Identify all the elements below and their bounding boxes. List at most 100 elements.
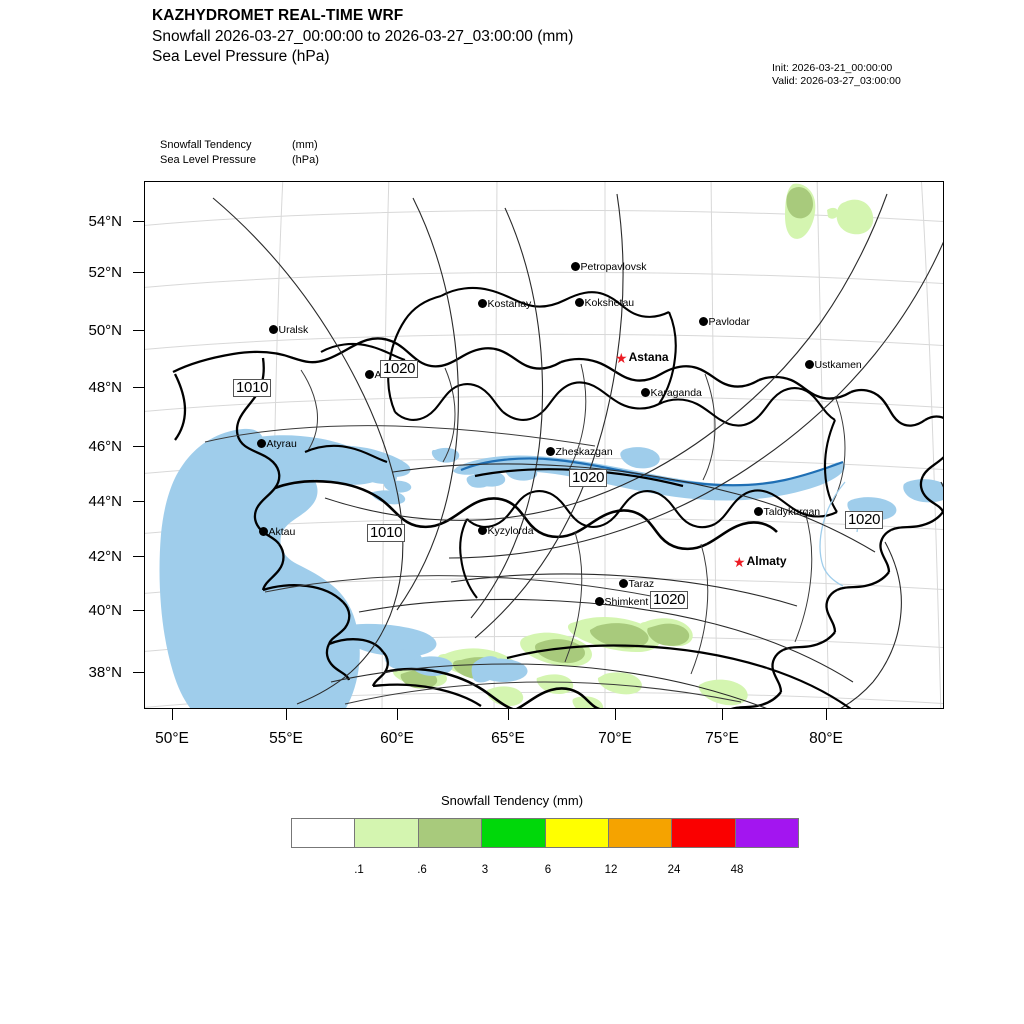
city-dot-icon <box>619 579 628 588</box>
x-tick-label-75: 75°E <box>705 730 739 747</box>
init-time: Init: 2026-03-21_00:00:00 <box>772 62 893 74</box>
y-tick-52 <box>133 272 144 273</box>
city-label: Zheskazgan <box>555 446 613 458</box>
header-title-block: KAZHYDROMET REAL-TIME WRF Snowfall 2026-… <box>152 6 573 68</box>
x-tick-label-60: 60°E <box>380 730 414 747</box>
y-tick-label-40: 40°N <box>88 602 122 619</box>
y-tick-44 <box>133 501 144 502</box>
city-marker-uralsk[interactable]: Uralsk <box>269 320 308 338</box>
colorbar-tick-0: .1 <box>354 864 364 876</box>
lake-shoreline <box>460 457 844 487</box>
city-dot-icon <box>365 370 374 379</box>
city-marker-astana[interactable]: ★Astana <box>615 348 669 366</box>
city-dot-icon <box>754 507 763 516</box>
city-marker-pavlodar[interactable]: Pavlodar <box>699 312 750 330</box>
city-marker-shimkent[interactable]: Shimkent <box>595 592 648 610</box>
city-label: Ustkamen <box>814 359 862 371</box>
isobar-label-1010-west: 1010 <box>233 379 272 397</box>
city-label: Pavlodar <box>708 316 750 328</box>
colorbar-swatch-1 <box>354 819 418 847</box>
y-tick-40 <box>133 610 144 611</box>
colorbar-tick-6: 48 <box>730 864 744 876</box>
valid-time: Valid: 2026-03-27_03:00:00 <box>772 74 901 87</box>
city-marker-taraz[interactable]: Taraz <box>619 574 654 592</box>
colorbar-swatch-0 <box>292 819 355 847</box>
x-tick-label-70: 70°E <box>598 730 632 747</box>
colorbar[interactable] <box>291 818 799 848</box>
colorbar-swatch-4 <box>544 819 608 847</box>
page-title: KAZHYDROMET REAL-TIME WRF <box>152 7 404 24</box>
y-tick-label-50: 50°N <box>88 322 122 339</box>
city-dot-icon <box>641 388 650 397</box>
city-marker-taldykurgan[interactable]: Taldykurgan <box>754 502 820 520</box>
city-dot-icon <box>478 299 487 308</box>
isobars <box>212 193 943 708</box>
city-marker-kyzylorda[interactable]: Kyzylorda <box>478 521 534 539</box>
x-tick-65 <box>508 709 509 720</box>
y-tick-label-52: 52°N <box>88 264 122 281</box>
x-tick-60 <box>397 709 398 720</box>
city-dot-icon <box>259 527 268 536</box>
y-tick-label-38: 38°N <box>88 664 122 681</box>
y-tick-46 <box>133 446 144 447</box>
x-tick-label-80: 80°E <box>809 730 843 747</box>
run-timestamps: Init: 2026-03-21_00:00:00 Valid: 2026-03… <box>772 62 901 87</box>
colorbar-tick-2: 3 <box>481 864 489 876</box>
overlay-name-label: Sea Level Pressure <box>160 153 256 166</box>
x-tick-55 <box>286 709 287 720</box>
field-name-label: Snowfall Tendency <box>160 139 252 151</box>
colorbar-swatch-3 <box>481 819 545 847</box>
city-marker-petropavlovsk[interactable]: Petropavlovsk <box>571 257 646 275</box>
city-dot-icon <box>571 262 580 271</box>
y-tick-label-48: 48°N <box>88 379 122 396</box>
colorbar-title: Snowfall Tendency (mm) <box>440 793 584 808</box>
city-label: Taraz <box>628 578 655 590</box>
isobar-label-1020-southeast: 1020 <box>650 591 689 609</box>
map-plot-area[interactable]: Petropavlovsk Kostanay Kokshetau Pavloda… <box>144 181 944 709</box>
colorbar-swatch-7 <box>734 819 798 847</box>
x-tick-50 <box>172 709 173 720</box>
capital-star-icon: ★ <box>615 350 628 366</box>
city-label: Aktau <box>268 526 296 538</box>
pressure-field-line: Sea Level Pressure (hPa) <box>152 48 330 65</box>
rivers <box>819 481 859 587</box>
field-unit-label: (mm) <box>292 139 318 151</box>
city-marker-kostanay[interactable]: Kostanay <box>478 294 531 312</box>
city-marker-kokshetau[interactable]: Kokshetau <box>575 293 634 311</box>
city-label: Petropavlovsk <box>580 261 647 273</box>
x-tick-80 <box>826 709 827 720</box>
y-tick-38 <box>133 672 144 673</box>
city-label: Taldykurgan <box>763 506 821 518</box>
city-label: Karaganda <box>650 387 702 399</box>
city-marker-zheskazgan[interactable]: Zheskazgan <box>546 442 613 460</box>
city-dot-icon <box>575 298 584 307</box>
city-marker-karaganda[interactable]: Karaganda <box>641 383 702 401</box>
city-marker-almaty[interactable]: ★Almaty <box>733 552 787 570</box>
x-tick-70 <box>615 709 616 720</box>
y-tick-48 <box>133 387 144 388</box>
x-tick-75 <box>722 709 723 720</box>
city-marker-ustkamen[interactable]: Ustkamen <box>805 355 862 373</box>
snowfall-period-line: Snowfall 2026-03-27_00:00:00 to 2026-03-… <box>152 27 574 45</box>
x-tick-label-55: 55°E <box>269 730 303 747</box>
city-label: Shimkent <box>604 596 649 608</box>
isobar-label-1020-central: 1020 <box>569 469 608 487</box>
isobar-label-1010-south: 1010 <box>367 524 406 542</box>
city-dot-icon <box>257 439 266 448</box>
y-tick-label-54: 54°N <box>88 213 122 230</box>
city-label: Uralsk <box>278 324 309 336</box>
city-marker-atyrau[interactable]: Atyrau <box>257 434 297 452</box>
overlay-unit-label: (hPa) <box>292 153 319 166</box>
colorbar-tick-4: 12 <box>604 864 618 876</box>
isobar-label-1020-aktobe: 1020 <box>380 360 419 378</box>
y-tick-50 <box>133 330 144 331</box>
colorbar-swatch-2 <box>417 819 482 847</box>
capital-star-icon: ★ <box>733 554 746 570</box>
city-dot-icon <box>699 317 708 326</box>
colorbar-swatch-6 <box>671 819 735 847</box>
city-marker-aktau[interactable]: Aktau <box>259 522 295 540</box>
city-dot-icon <box>595 597 604 606</box>
colorbar-tick-1: .6 <box>417 864 427 876</box>
city-label: Almaty <box>746 554 787 568</box>
